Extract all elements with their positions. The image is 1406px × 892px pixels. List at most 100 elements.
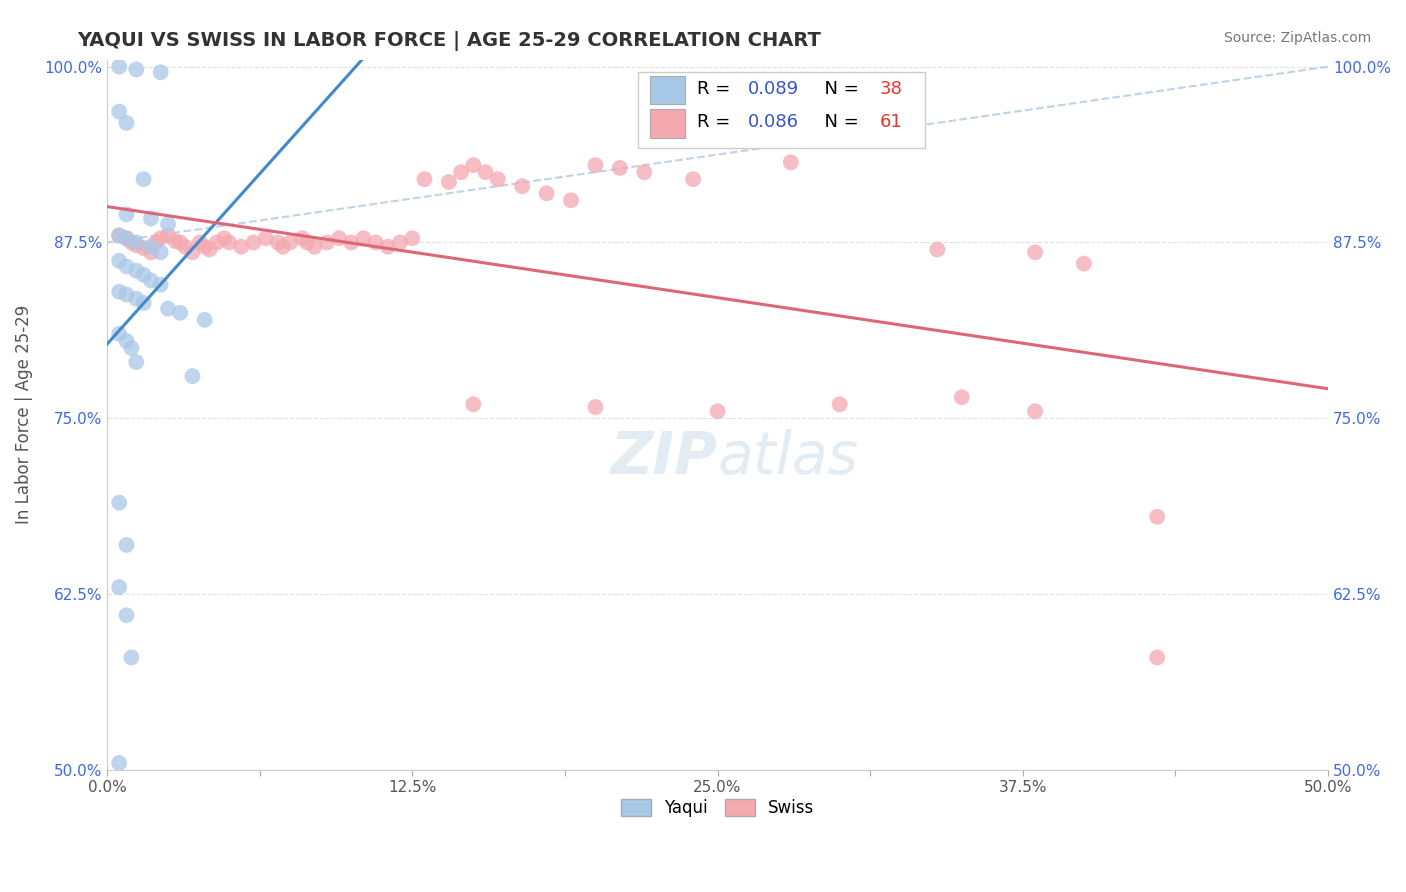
Point (115, 231, 138, 245)
Point (115, 116, 138, 130)
Text: 0.086: 0.086 (748, 113, 799, 131)
Point (927, 243, 949, 257)
Point (706, 404, 728, 418)
Point (828, 397, 851, 411)
Point (218, 235, 240, 250)
Point (254, 231, 277, 245)
Point (188, 235, 211, 250)
Point (242, 235, 264, 250)
Point (297, 235, 319, 250)
Point (125, 62, 148, 77)
Text: N =: N = (813, 113, 865, 131)
Point (120, 235, 142, 250)
Point (267, 235, 290, 250)
Point (132, 296, 155, 310)
Text: R =: R = (697, 113, 735, 131)
Point (125, 263, 148, 277)
Point (1146, 509, 1168, 524)
Text: Source: ZipAtlas.com: Source: ZipAtlas.com (1223, 31, 1371, 45)
Point (779, 155, 801, 169)
Point (115, 538, 138, 552)
Point (108, 285, 131, 299)
Point (950, 390, 973, 404)
Point (271, 240, 294, 254)
Point (108, 104, 131, 119)
Point (115, 207, 138, 221)
Point (340, 235, 363, 250)
Text: 61: 61 (880, 113, 903, 131)
Point (145, 235, 167, 250)
Point (115, 260, 138, 274)
Point (125, 292, 148, 306)
Point (609, 161, 631, 175)
Point (149, 65, 172, 79)
Point (120, 650, 142, 665)
Text: N =: N = (813, 79, 865, 98)
Bar (638, 71, 925, 148)
Point (115, 287, 138, 301)
Text: ZIP: ZIP (610, 429, 717, 486)
Point (486, 172, 509, 186)
Text: 38: 38 (880, 79, 903, 98)
Point (315, 235, 337, 250)
Point (108, 496, 131, 510)
Point (108, 228, 131, 243)
Point (115, 231, 138, 245)
Point (108, 580, 131, 594)
Point (132, 172, 155, 186)
Point (231, 240, 253, 254)
Point (181, 369, 204, 384)
Point (120, 341, 142, 355)
Text: YAQUI VS SWISS IN LABOR FORCE | AGE 25-29 CORRELATION CHART: YAQUI VS SWISS IN LABOR FORCE | AGE 25-2… (77, 31, 821, 51)
Point (139, 273, 162, 287)
Point (352, 231, 374, 245)
Point (1146, 650, 1168, 665)
Point (194, 240, 217, 254)
Point (510, 179, 533, 194)
Point (149, 245, 172, 260)
Point (401, 231, 423, 245)
Point (463, 158, 485, 172)
Point (682, 172, 704, 186)
Point (108, 228, 131, 243)
Point (108, 326, 131, 341)
Point (450, 165, 472, 179)
Point (291, 231, 314, 245)
Point (132, 241, 155, 255)
Point (132, 268, 155, 282)
Point (139, 211, 162, 226)
Point (583, 400, 606, 414)
Point (174, 240, 197, 254)
Point (389, 235, 412, 250)
Point (115, 608, 138, 623)
Point (125, 235, 148, 250)
Point (139, 245, 162, 260)
Text: atlas: atlas (717, 429, 859, 486)
Legend: Yaqui, Swiss: Yaqui, Swiss (613, 791, 823, 826)
Point (364, 235, 387, 250)
Bar (651, 110, 685, 137)
Point (125, 355, 148, 369)
Point (108, 253, 131, 268)
Bar (651, 76, 685, 104)
Point (474, 165, 496, 179)
Text: R =: R = (697, 79, 735, 98)
Point (304, 240, 326, 254)
Point (125, 238, 148, 252)
Point (198, 243, 221, 257)
Point (149, 231, 172, 245)
Point (205, 235, 228, 250)
Point (413, 172, 436, 186)
Point (633, 165, 655, 179)
Point (108, 756, 131, 770)
Point (165, 234, 187, 248)
Point (1024, 245, 1046, 260)
Point (1073, 256, 1095, 270)
Point (463, 397, 485, 411)
Point (169, 306, 191, 320)
Point (157, 228, 180, 243)
Point (377, 240, 399, 254)
Point (149, 277, 172, 292)
Point (1024, 404, 1046, 418)
Y-axis label: In Labor Force | Age 25-29: In Labor Force | Age 25-29 (15, 305, 32, 524)
